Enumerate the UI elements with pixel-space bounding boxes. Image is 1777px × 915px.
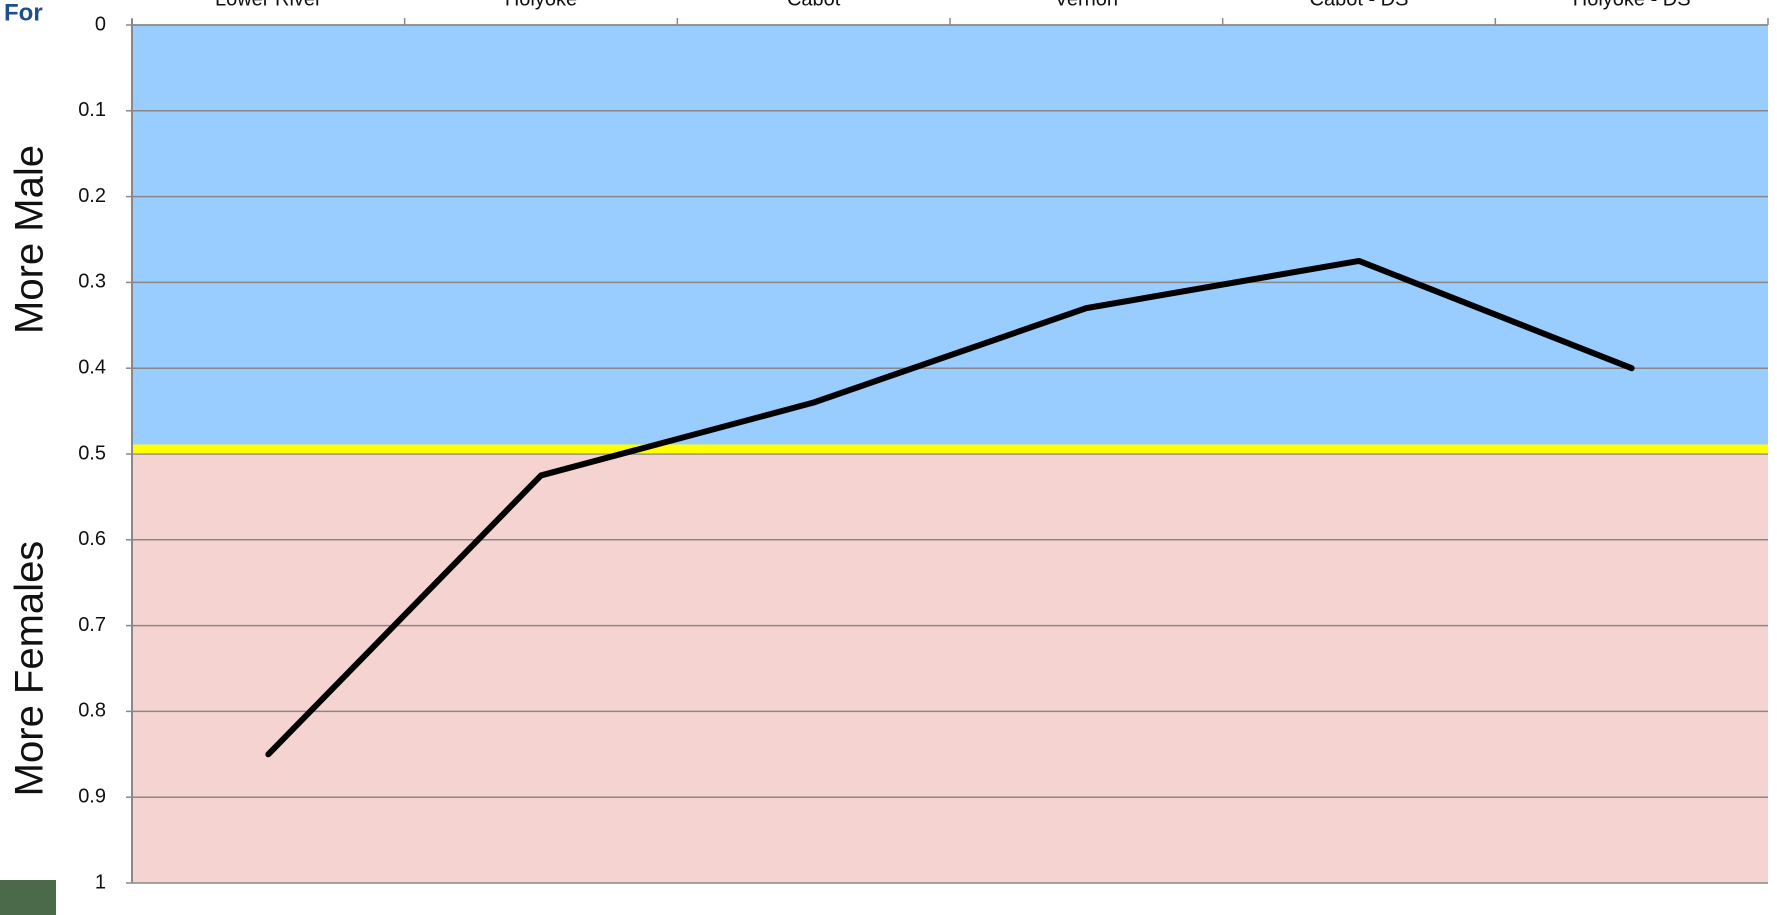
y-tick-label: 0.9 xyxy=(78,785,106,807)
x-tick-label: Cabot - DS xyxy=(1310,0,1409,10)
x-tick-label: Holyoke - DS xyxy=(1573,0,1691,10)
y-tick-label: 0.5 xyxy=(78,442,106,464)
background-image xyxy=(0,880,56,915)
region-label: More Male xyxy=(8,145,52,334)
x-tick-label: Holyoke xyxy=(505,0,577,10)
y-tick-label: 0.2 xyxy=(78,185,106,207)
y-tick-label: 0.7 xyxy=(78,614,106,636)
data-line xyxy=(265,257,1635,758)
y-tick-label: 0 xyxy=(95,13,106,35)
y-tick-label: 1 xyxy=(95,871,106,893)
region-band xyxy=(132,25,1768,454)
y-tick-label: 0.6 xyxy=(78,528,106,550)
y-tick-label: 0.8 xyxy=(78,700,106,722)
y-tick-label: 0.3 xyxy=(78,271,106,293)
x-tick-label: Cabot xyxy=(787,0,841,10)
region-band xyxy=(132,454,1768,883)
y-tick-label: 0.1 xyxy=(78,99,106,121)
region-label: More Females xyxy=(8,541,52,797)
y-tick-label: 0.4 xyxy=(78,356,106,378)
background-text: For xyxy=(4,0,43,26)
x-tick-label: Vernon xyxy=(1055,0,1118,10)
x-tick-label: Lower River xyxy=(215,0,322,10)
